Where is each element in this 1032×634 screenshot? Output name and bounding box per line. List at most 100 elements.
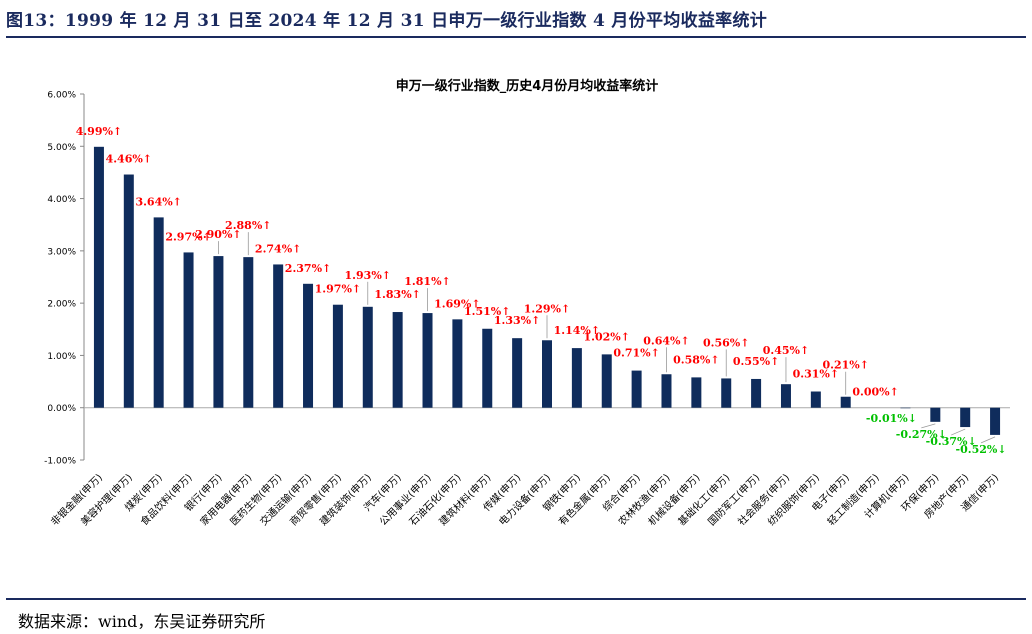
bar <box>512 338 523 408</box>
data-label: 0.71%↑ <box>613 347 659 360</box>
x-tick-label: 家用电器(申万) <box>197 471 254 528</box>
data-label: 2.97%↑ <box>165 230 211 243</box>
data-label: 0.55%↑ <box>733 355 779 368</box>
data-label: 1.02%↑ <box>584 330 630 343</box>
bar <box>273 264 284 408</box>
y-tick-label: 3.00% <box>47 247 76 257</box>
data-label: 1.83%↑ <box>374 288 420 301</box>
data-label: 4.99%↑ <box>76 125 122 138</box>
bar <box>213 256 224 408</box>
label-leaders <box>218 232 996 444</box>
bar <box>751 378 762 408</box>
bar <box>661 374 672 408</box>
x-tick-label: 非银金融(申万) <box>48 471 105 528</box>
data-label: 1.81%↑ <box>404 275 450 288</box>
data-label: 0.64%↑ <box>643 334 689 347</box>
x-tick-label: 轻工制造(申万) <box>825 471 882 528</box>
bar <box>93 146 104 408</box>
x-tick-label: 机械设备(申万) <box>645 471 702 528</box>
data-label: 1.93%↑ <box>345 269 391 282</box>
x-tick-label: 美容护理(申万) <box>78 471 135 528</box>
bar <box>123 174 134 408</box>
y-tick-label: 6.00% <box>47 91 76 101</box>
bar <box>571 348 582 408</box>
bar <box>721 378 732 408</box>
bar <box>243 257 254 408</box>
data-label: 0.00%↑ <box>852 386 898 399</box>
y-tick-label: 2.00% <box>47 300 76 310</box>
x-tick-labels: 非银金融(申万)美容护理(申万)煤炭(申万)食品饮料(申万)银行(申万)家用电器… <box>48 471 1001 528</box>
bar <box>183 252 194 408</box>
figure-title: 图13：1999 年 12 月 31 日至 2024 年 12 月 31 日申万… <box>6 11 768 31</box>
data-label: 0.45%↑ <box>763 344 809 357</box>
x-tick-label: 农林牧渔(申万) <box>615 471 672 528</box>
data-label: -0.01%↓ <box>866 412 917 425</box>
data-label: 1.14%↑ <box>554 324 600 337</box>
y-tick-label: 0.00% <box>47 404 76 414</box>
bar <box>930 407 941 422</box>
x-tick-label: 石油石化(申万) <box>406 471 463 528</box>
y-tick-label: 5.00% <box>47 143 76 153</box>
bar <box>542 340 552 408</box>
x-tick-label: 电力设备(申万) <box>496 471 553 528</box>
y-tick-label: -1.00% <box>44 457 76 467</box>
data-label: 1.51%↑ <box>464 305 510 318</box>
data-label: 3.64%↑ <box>135 195 181 208</box>
data-label: 1.97%↑ <box>315 283 361 296</box>
data-label: 0.58%↑ <box>673 353 719 366</box>
label-leader-line <box>951 428 966 436</box>
bar <box>422 313 433 408</box>
data-label: 2.88%↑ <box>225 219 271 232</box>
bar <box>780 384 791 408</box>
data-label: 1.33%↑ <box>494 314 540 327</box>
data-label: 0.21%↑ <box>822 359 868 372</box>
bar <box>153 217 164 408</box>
data-label: 0.31%↑ <box>793 368 839 381</box>
x-tick-label: 交通运输(申万) <box>257 471 314 528</box>
bar <box>482 328 493 408</box>
bar <box>392 312 403 408</box>
bar <box>303 283 314 408</box>
data-label: 2.37%↑ <box>285 262 331 275</box>
x-tick-label: 医药生物(申万) <box>227 471 284 528</box>
chart-title: 申万一级行业指数_历史4月份月均收益率统计 <box>396 78 659 94</box>
bar <box>900 407 911 409</box>
source-note: 数据来源：wind，东吴证券研究所 <box>18 612 266 631</box>
bar <box>810 391 821 408</box>
x-tick-label: 建筑装饰(申万) <box>317 471 374 528</box>
data-label: 0.56%↑ <box>703 336 749 349</box>
bar <box>960 407 971 428</box>
data-label: -0.27%↓ <box>896 428 947 441</box>
x-tick-label: 基础化工(申万) <box>675 471 732 528</box>
bar <box>452 319 463 408</box>
data-label: 2.90%↑ <box>195 228 241 241</box>
x-tick-label: 建筑材料(申万) <box>436 471 493 528</box>
data-label: 1.69%↑ <box>434 297 480 310</box>
bar-chart: 申万一级行业指数_历史4月份月均收益率统计 -1.00% 0.00% 1.00% 2.… <box>44 78 1010 528</box>
x-tick-label: 食品饮料(申万) <box>138 471 195 528</box>
bar <box>631 370 642 408</box>
label-leader-line <box>921 423 936 429</box>
x-tick-label: 商贸零售(申万) <box>287 471 344 528</box>
x-tick-label: 纺织服饰(申万) <box>765 471 822 528</box>
bar <box>332 304 343 408</box>
x-tick-label: 国防军工(申万) <box>705 471 762 528</box>
bar <box>691 377 702 408</box>
data-label: -0.52%↓ <box>956 443 1007 456</box>
x-tick-label: 社会服务(申万) <box>735 471 792 528</box>
bar <box>840 396 851 408</box>
data-label: 4.46%↑ <box>106 153 152 166</box>
bar <box>362 306 373 408</box>
label-leader-line <box>980 436 996 444</box>
top-rule <box>6 36 1026 38</box>
x-tick-label: 有色金属(申万) <box>556 471 613 528</box>
y-tick-label: 1.00% <box>47 352 76 362</box>
data-labels: 4.99%↑ 4.46%↑ 3.64%↑ 2.97%↑2.90%↑2.88%↑ 2.74… <box>76 125 1007 456</box>
x-tick-label: 公用事业(申万) <box>376 471 433 528</box>
bar <box>990 407 1001 435</box>
data-label: 1.29%↑ <box>524 302 570 315</box>
bars-group <box>93 146 1001 435</box>
data-label: 2.74%↑ <box>255 242 301 255</box>
y-tick-label: 4.00% <box>47 195 76 205</box>
data-label: -0.37%↓ <box>926 435 977 448</box>
